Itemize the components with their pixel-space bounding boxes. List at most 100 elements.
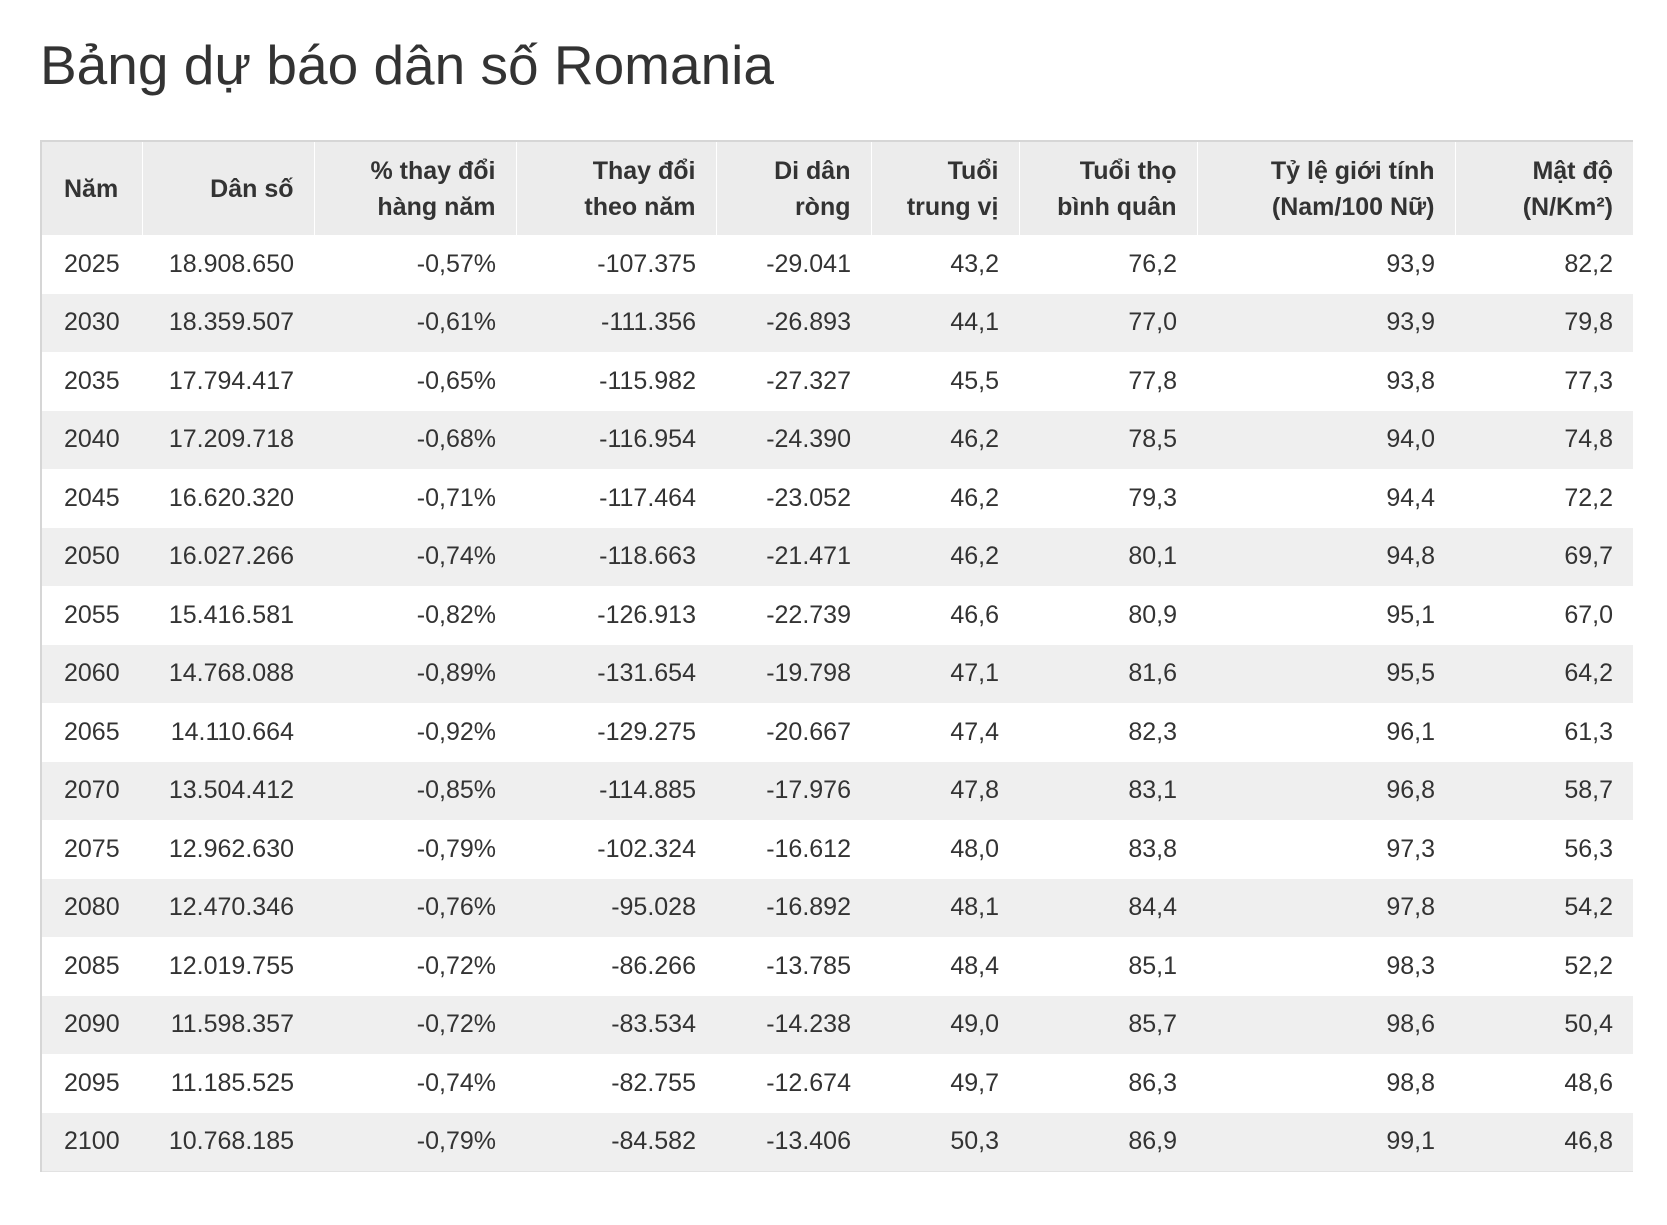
cell-sex-ratio: 99,1 <box>1386 1127 1435 1155</box>
cell-population: 11.185.525 <box>170 1068 294 1097</box>
cell-annual-change-pct: -0,74% <box>416 542 496 571</box>
table-row: 2100 10.768.185 -0,79% -84.582 -13.406 50,3 86… <box>41 1112 1633 1171</box>
cell-population: 12.019.755 <box>168 951 294 980</box>
cell-year: 2050 <box>64 542 120 571</box>
cell-yearly-change: -131.654 <box>597 659 696 688</box>
cell-density: 82,2 <box>1564 249 1613 278</box>
cell-density: 46,8 <box>1564 1127 1613 1155</box>
cell-net-migration: -22.739 <box>766 600 851 629</box>
table-row: 2060 14.768.088 -0,89% -131.654 -19.798 47,1 8… <box>41 644 1633 703</box>
population-forecast-table-container: Năm Dân số % thay đổi hàng năm Thay đổi theo … <box>40 140 1633 1172</box>
cell-density: 79,8 <box>1564 308 1613 337</box>
cell-population: 16.620.320 <box>168 483 294 512</box>
column-header-line: theo năm <box>584 192 696 221</box>
cell-yearly-change: -129.275 <box>597 717 696 746</box>
table-row: 2055 15.416.581 -0,82% -126.913 -22.739 46,6 8… <box>41 586 1633 645</box>
cell-life-expectancy: 78,5 <box>1128 425 1177 454</box>
cell-annual-change-pct: -0,76% <box>416 893 496 922</box>
cell-annual-change-pct: -0,68% <box>416 425 496 454</box>
table-header: Năm Dân số % thay đổi hàng năm Thay đổi theo … <box>41 141 1633 235</box>
cell-density: 72,2 <box>1564 483 1613 512</box>
cell-net-migration: -29.041 <box>766 249 851 278</box>
cell-annual-change-pct: -0,71% <box>416 483 496 512</box>
cell-population: 11.598.357 <box>170 1010 294 1039</box>
cell-median-age: 47,8 <box>950 776 999 805</box>
cell-life-expectancy: 76,2 <box>1128 249 1177 278</box>
cell-year: 2035 <box>64 366 120 395</box>
cell-annual-change-pct: -0,82% <box>416 600 496 629</box>
table-row: 2075 12.962.630 -0,79% -102.324 -16.612 48,0 8… <box>41 820 1633 879</box>
cell-yearly-change: -114.885 <box>599 776 696 805</box>
table-row: 2090 11.598.357 -0,72% -83.534 -14.238 49,0 85… <box>41 995 1633 1054</box>
table-row: 2045 16.620.320 -0,71% -117.464 -23.052 46,2 7… <box>41 469 1633 528</box>
table-row: 2030 18.359.507 -0,61% -111.356 -26.893 44,1 7… <box>41 293 1633 352</box>
cell-population: 15.416.581 <box>168 600 294 629</box>
cell-life-expectancy: 80,9 <box>1128 600 1177 629</box>
cell-net-migration: -13.406 <box>766 1127 851 1155</box>
cell-year: 2030 <box>64 308 120 337</box>
cell-density: 54,2 <box>1564 893 1613 922</box>
cell-population: 17.209.718 <box>168 425 294 454</box>
column-header-line: hàng năm <box>377 192 496 221</box>
table-row: 2070 13.504.412 -0,85% -114.885 -17.976 47,8 8… <box>41 761 1633 820</box>
cell-yearly-change: -126.913 <box>597 600 696 629</box>
cell-density: 61,3 <box>1564 717 1613 746</box>
column-header-line: Tuổi thọ <box>1079 156 1177 185</box>
cell-annual-change-pct: -0,79% <box>416 1127 496 1155</box>
cell-year: 2080 <box>64 893 120 922</box>
cell-density: 58,7 <box>1564 776 1613 805</box>
cell-net-migration: -12.674 <box>766 1068 851 1097</box>
cell-life-expectancy: 83,1 <box>1128 776 1177 805</box>
column-header-line: Dân số <box>210 174 294 203</box>
cell-yearly-change: -118.663 <box>599 542 696 571</box>
column-header-sex-ratio: Tỷ lệ giới tính (Nam/100 Nữ) <box>1197 141 1456 235</box>
cell-density: 74,8 <box>1564 425 1613 454</box>
table-row: 2040 17.209.718 -0,68% -116.954 -24.390 46,2 7… <box>41 410 1633 469</box>
cell-net-migration: -23.052 <box>766 483 851 512</box>
cell-median-age: 43,2 <box>950 249 999 278</box>
cell-annual-change-pct: -0,72% <box>416 1010 496 1039</box>
cell-median-age: 49,0 <box>950 1010 999 1039</box>
cell-life-expectancy: 80,1 <box>1128 542 1177 571</box>
cell-annual-change-pct: -0,61% <box>416 308 496 337</box>
cell-population: 17.794.417 <box>168 366 294 395</box>
cell-population: 12.962.630 <box>168 834 294 863</box>
cell-year: 2040 <box>64 425 120 454</box>
cell-population: 10.768.185 <box>168 1127 294 1155</box>
cell-life-expectancy: 85,7 <box>1128 1010 1177 1039</box>
cell-year: 2085 <box>64 951 120 980</box>
column-header-line: % thay đổi <box>370 156 496 185</box>
cell-yearly-change: -111.356 <box>601 308 696 337</box>
cell-population: 16.027.266 <box>168 542 294 571</box>
cell-sex-ratio: 97,3 <box>1386 834 1435 863</box>
cell-annual-change-pct: -0,79% <box>416 834 496 863</box>
table-header-row: Năm Dân số % thay đổi hàng năm Thay đổi theo … <box>41 141 1633 235</box>
cell-yearly-change: -95.028 <box>611 893 696 922</box>
cell-density: 48,6 <box>1564 1068 1613 1097</box>
cell-sex-ratio: 93,8 <box>1386 366 1435 395</box>
cell-net-migration: -21.471 <box>766 542 851 571</box>
cell-population: 14.768.088 <box>168 659 294 688</box>
column-header-line: Di dân <box>774 156 851 185</box>
column-header-median-age: Tuổi trung vị <box>871 141 1020 235</box>
cell-sex-ratio: 95,5 <box>1386 659 1435 688</box>
cell-year: 2070 <box>64 776 120 805</box>
cell-yearly-change: -83.534 <box>611 1010 696 1039</box>
cell-population: 13.504.412 <box>168 776 294 805</box>
cell-net-migration: -16.892 <box>766 893 851 922</box>
table-row: 2035 17.794.417 -0,65% -115.982 -27.327 45,5 7… <box>41 352 1633 411</box>
cell-year: 2055 <box>64 600 120 629</box>
cell-population: 14.110.664 <box>170 717 294 746</box>
column-header-line: Thay đổi <box>592 156 696 185</box>
population-forecast-table: Năm Dân số % thay đổi hàng năm Thay đổi theo … <box>40 140 1633 1172</box>
cell-median-age: 46,2 <box>950 542 999 571</box>
cell-year: 2025 <box>64 249 120 278</box>
cell-annual-change-pct: -0,85% <box>416 776 496 805</box>
cell-median-age: 47,1 <box>950 659 999 688</box>
column-header-line: (N/Km²) <box>1522 192 1613 221</box>
cell-density: 64,2 <box>1564 659 1613 688</box>
cell-net-migration: -16.612 <box>766 834 851 863</box>
column-header-line: bình quân <box>1057 192 1177 221</box>
cell-year: 2065 <box>64 717 120 746</box>
cell-life-expectancy: 82,3 <box>1128 717 1177 746</box>
